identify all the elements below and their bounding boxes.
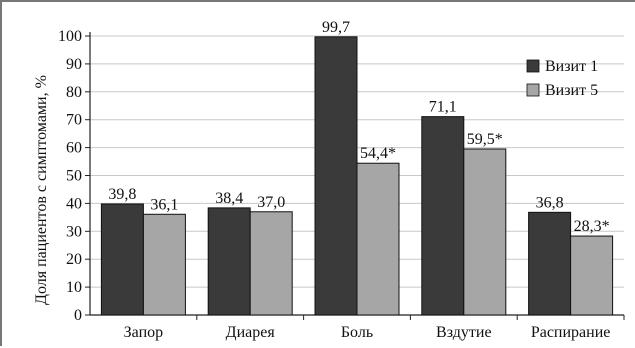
data-label: 99,7 xyxy=(322,19,350,36)
y-tick-label: 60 xyxy=(66,140,82,157)
y-axis-label: Доля пациентов с симптомами, % xyxy=(33,75,50,305)
data-label: 37,0 xyxy=(257,194,285,211)
data-label: 59,5* xyxy=(467,131,503,148)
bar-visit5 xyxy=(356,162,400,316)
bar-visit1 xyxy=(421,116,465,316)
data-label: 71,1 xyxy=(429,99,457,116)
bar-visit1 xyxy=(207,207,251,316)
y-tick-label: 30 xyxy=(66,223,82,240)
bar-visit5 xyxy=(570,235,614,316)
bar-visit5 xyxy=(249,211,293,316)
data-label: 38,4 xyxy=(215,190,243,207)
bar-visit1 xyxy=(528,211,572,316)
category-label: Боль xyxy=(341,324,373,341)
legend-label: Визит 1 xyxy=(545,58,598,75)
data-label: 54,4* xyxy=(360,145,396,162)
y-tick-label: 100 xyxy=(58,28,82,45)
legend-label: Визит 5 xyxy=(545,82,598,99)
category-label: Распирание xyxy=(531,324,611,341)
y-tick-label: 80 xyxy=(66,84,82,101)
data-label: 28,3* xyxy=(574,218,610,235)
y-tick-label: 70 xyxy=(66,112,82,129)
data-label: 36,1 xyxy=(150,196,178,213)
y-tick-label: 40 xyxy=(66,195,82,212)
y-tick-label: 0 xyxy=(74,307,82,324)
bar-visit5 xyxy=(142,213,186,316)
data-label: 36,8 xyxy=(536,194,564,211)
y-tick-label: 10 xyxy=(66,279,82,296)
legend-swatch xyxy=(526,83,540,97)
y-tick-label: 50 xyxy=(66,168,82,185)
category-label: Вздутие xyxy=(436,324,492,341)
y-tick-label: 20 xyxy=(66,251,82,268)
category-label: Запор xyxy=(124,324,163,341)
y-tick-label: 90 xyxy=(66,56,82,73)
data-label: 39,8 xyxy=(108,186,136,203)
bar-visit1 xyxy=(100,203,144,316)
category-label: Диарея xyxy=(226,324,276,341)
bar-visit1 xyxy=(314,36,358,316)
legend-swatch xyxy=(526,59,540,73)
bar-visit5 xyxy=(463,148,507,316)
